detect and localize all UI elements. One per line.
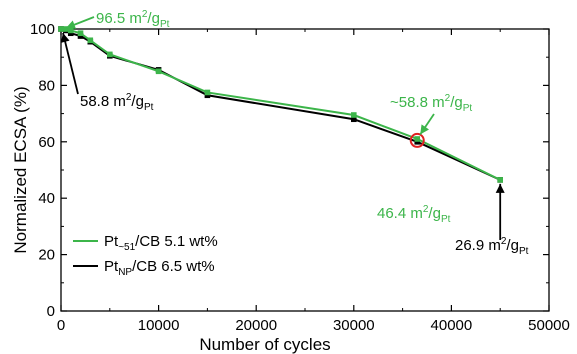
arrow-green-start-head	[66, 20, 77, 29]
x-tick-label: 20000	[235, 317, 277, 334]
series-point-1	[77, 33, 84, 39]
x-tick-label: 30000	[333, 317, 375, 334]
series-point-0	[58, 26, 64, 32]
axes: 0 10000 20000 30000 40000 50000 0 20 40 60 80 100 Nu…	[11, 21, 570, 354]
x-tick-label: 0	[57, 317, 65, 334]
series-point-0	[63, 26, 69, 32]
series-point-0	[414, 136, 421, 142]
y-tick-label: 20	[38, 247, 55, 264]
series-point-0	[204, 89, 211, 96]
annotations: 96.5 m2/gPt 58.8 m2/gPt ~58.8 m2/gPt 46.4 m…	[60, 9, 529, 257]
y-tick-label: 0	[47, 303, 55, 320]
x-tick-label: 40000	[431, 317, 473, 334]
series-layer	[58, 26, 503, 183]
x-axis-title: Number of cycles	[199, 335, 330, 354]
legend-label-0: Pt~51/CB 5.1 wt%	[104, 233, 218, 253]
y-tick-label: 80	[38, 77, 55, 94]
series-point-0	[87, 37, 94, 44]
annotation-green-mid: ~58.8 m2/gPt	[390, 93, 472, 114]
arrow-black-start-head	[60, 33, 70, 43]
arrow-green-mid-head	[420, 124, 430, 135]
series-point-0	[155, 68, 162, 75]
series-point-0	[67, 27, 74, 34]
arrow-black-end-head	[495, 183, 505, 193]
x-tick-label: 50000	[528, 317, 570, 334]
y-tick-label: 100	[30, 21, 55, 38]
y-axis-title: Normalized ECSA (%)	[11, 86, 30, 253]
highlight-circle	[409, 132, 425, 148]
series-point-1	[351, 116, 357, 123]
series-point-0	[77, 30, 84, 37]
legend-label-1: PtNP/CB 6.5 wt%	[104, 258, 215, 278]
annotation-green-start: 96.5 m2/gPt	[96, 9, 170, 30]
series-point-1	[414, 139, 421, 145]
y-tick-label: 40	[38, 190, 55, 207]
series-point-1	[204, 92, 211, 99]
legend: Pt~51/CB 5.1 wt% PtNP/CB 6.5 wt%	[73, 233, 218, 278]
series-point-0	[497, 177, 503, 183]
annotation-black-end: 26.9 m2/gPt	[455, 236, 529, 257]
arrow-black-start	[62, 32, 79, 95]
series-point-0	[107, 51, 113, 58]
series-point-0	[351, 112, 357, 118]
y-tick-label: 60	[38, 134, 55, 151]
series-point-1	[67, 30, 74, 37]
annotation-green-end: 46.4 m2/gPt	[377, 204, 451, 225]
x-tick-label: 10000	[138, 317, 180, 334]
annotation-black-start: 58.8 m2/gPt	[80, 92, 154, 113]
